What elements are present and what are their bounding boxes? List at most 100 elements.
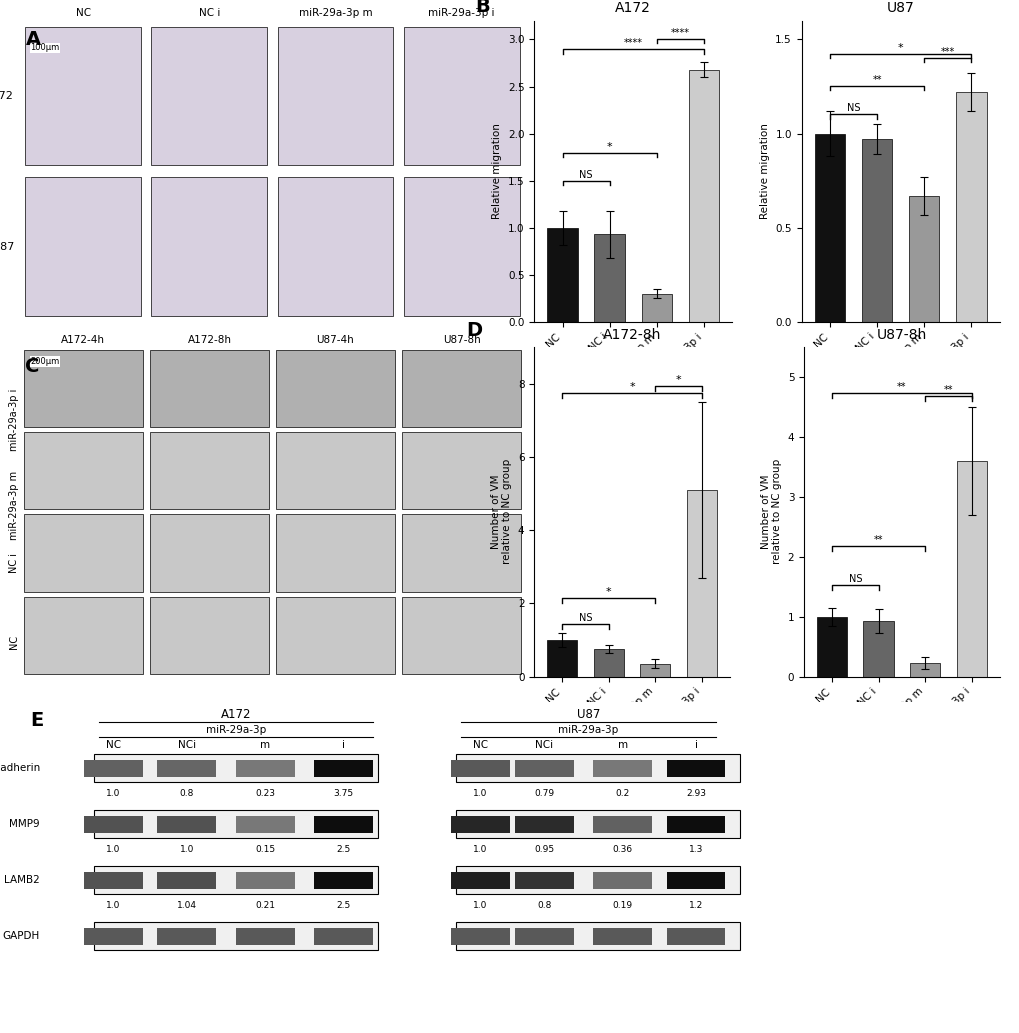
Text: miR-29a-3p i: miR-29a-3p i [428, 7, 494, 18]
Text: B: B [475, 0, 489, 15]
Text: *: * [675, 375, 681, 385]
Text: 1.04: 1.04 [176, 901, 197, 910]
Title: A172: A172 [614, 1, 650, 15]
Text: 1.2: 1.2 [688, 901, 702, 910]
Text: miR-29a-3p: miR-29a-3p [557, 724, 618, 734]
Text: NCi: NCi [177, 741, 196, 750]
Text: miR-29a-3p: miR-29a-3p [206, 724, 266, 734]
Text: GAPDH: GAPDH [3, 931, 40, 941]
Text: *: * [605, 588, 611, 597]
FancyBboxPatch shape [25, 27, 142, 165]
Bar [908, 196, 938, 322]
Bar [816, 617, 847, 677]
Text: NC: NC [9, 635, 19, 650]
Text: **: ** [943, 385, 952, 395]
Text: *: * [897, 43, 903, 53]
FancyBboxPatch shape [314, 928, 373, 945]
Bar [593, 649, 624, 677]
Text: A172-4h: A172-4h [61, 336, 105, 345]
FancyBboxPatch shape [276, 514, 394, 592]
Text: A172-8h: A172-8h [187, 336, 231, 345]
Title: U87-8h: U87-8h [876, 327, 926, 342]
FancyBboxPatch shape [515, 760, 573, 777]
Text: 1.3: 1.3 [688, 845, 702, 853]
FancyBboxPatch shape [593, 928, 651, 945]
Text: m: m [616, 741, 627, 750]
Text: **: ** [871, 75, 880, 85]
Text: A172: A172 [220, 708, 251, 721]
Text: NS: NS [578, 613, 592, 623]
Text: A: A [25, 30, 41, 49]
FancyBboxPatch shape [157, 928, 216, 945]
Text: NC: NC [473, 741, 488, 750]
Bar [861, 139, 892, 322]
Bar [546, 639, 577, 677]
FancyBboxPatch shape [666, 928, 725, 945]
Bar [640, 664, 669, 677]
Text: E: E [31, 711, 44, 730]
FancyBboxPatch shape [94, 811, 377, 839]
Bar [956, 461, 985, 677]
FancyBboxPatch shape [235, 872, 294, 888]
FancyBboxPatch shape [401, 514, 521, 592]
Y-axis label: Relative migration: Relative migration [759, 123, 769, 219]
Text: 0.36: 0.36 [612, 845, 632, 853]
Text: **: ** [873, 535, 882, 544]
Text: 0.8: 0.8 [537, 901, 551, 910]
Bar [688, 69, 718, 322]
Text: ****: **** [671, 28, 689, 38]
Text: U87-8h: U87-8h [442, 336, 480, 345]
Text: 0.21: 0.21 [255, 901, 275, 910]
Bar [641, 293, 672, 322]
Text: 0.95: 0.95 [534, 845, 553, 853]
Bar [814, 133, 845, 322]
Text: C: C [25, 357, 40, 376]
Text: LAMB2: LAMB2 [4, 875, 40, 885]
FancyBboxPatch shape [157, 760, 216, 777]
FancyBboxPatch shape [24, 597, 143, 675]
FancyBboxPatch shape [150, 432, 268, 509]
FancyBboxPatch shape [277, 178, 393, 316]
FancyBboxPatch shape [450, 928, 510, 945]
FancyBboxPatch shape [152, 27, 267, 165]
FancyBboxPatch shape [455, 922, 740, 950]
FancyBboxPatch shape [515, 816, 573, 833]
FancyBboxPatch shape [450, 760, 510, 777]
Y-axis label: Number of VM
relative to NC group: Number of VM relative to NC group [490, 459, 512, 564]
FancyBboxPatch shape [276, 349, 394, 427]
FancyBboxPatch shape [515, 928, 573, 945]
Text: 3.75: 3.75 [333, 789, 354, 797]
Text: 0.19: 0.19 [612, 901, 632, 910]
Text: i: i [694, 741, 697, 750]
FancyBboxPatch shape [593, 816, 651, 833]
FancyBboxPatch shape [94, 754, 377, 782]
FancyBboxPatch shape [401, 597, 521, 675]
FancyBboxPatch shape [235, 928, 294, 945]
FancyBboxPatch shape [150, 597, 268, 675]
Y-axis label: Number of VM
relative to NC group: Number of VM relative to NC group [760, 459, 782, 564]
Text: miR-29a-3p m: miR-29a-3p m [299, 7, 372, 18]
Text: ***: *** [940, 46, 954, 57]
FancyBboxPatch shape [84, 928, 143, 945]
FancyBboxPatch shape [24, 514, 143, 592]
Text: 1.0: 1.0 [106, 845, 120, 853]
FancyBboxPatch shape [404, 27, 519, 165]
Text: miR-29a-3p m: miR-29a-3p m [9, 471, 19, 539]
FancyBboxPatch shape [94, 922, 377, 950]
Y-axis label: Relative migration: Relative migration [492, 123, 501, 219]
Bar [594, 234, 625, 322]
FancyBboxPatch shape [152, 178, 267, 316]
Text: NC: NC [75, 7, 91, 18]
FancyBboxPatch shape [666, 872, 725, 888]
Text: 1.0: 1.0 [473, 901, 487, 910]
FancyBboxPatch shape [401, 432, 521, 509]
Text: 2.5: 2.5 [336, 845, 351, 853]
Text: NC: NC [106, 741, 121, 750]
FancyBboxPatch shape [84, 872, 143, 888]
Text: 2.5: 2.5 [336, 901, 351, 910]
FancyBboxPatch shape [593, 760, 651, 777]
Text: NC i: NC i [199, 7, 220, 18]
FancyBboxPatch shape [157, 872, 216, 888]
Bar [955, 92, 985, 322]
Bar [686, 490, 716, 677]
